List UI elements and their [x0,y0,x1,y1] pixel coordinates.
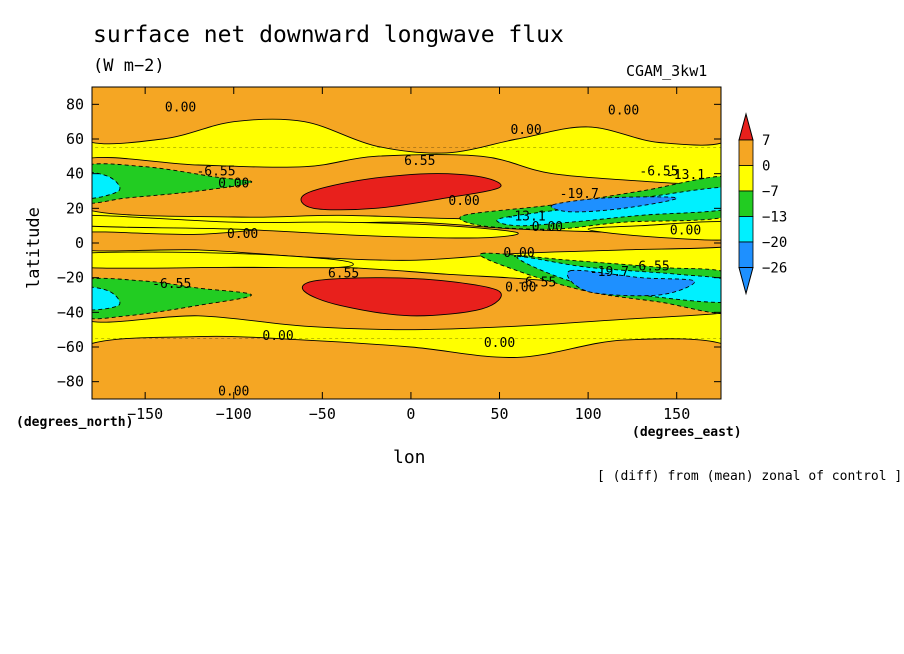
region-red-north [300,173,502,211]
comparison-note: [ (diff) from (mean) zonal of control ] [597,469,903,484]
contour-label: 0.00 [608,104,639,119]
region-yellow-north-eq [92,214,519,239]
region-yellow-south-eq [92,251,354,269]
contour-label: 0.00 [218,177,249,192]
y-tick-label: 20 [66,199,84,217]
x-axis-title: lon [393,447,426,468]
x-tick-label: 100 [575,405,602,423]
colorbar-label: −20 [762,235,787,251]
x-tick-label: 50 [490,405,508,423]
x-tick-label: −50 [309,405,336,423]
colorbar-label: 7 [762,133,770,149]
region-cyan-sw [92,286,121,311]
contour-label: 0.00 [218,385,249,400]
colorbar-arrow-bottom [738,267,754,296]
y-tick-label: −60 [57,338,84,356]
y-axis-unit: (degrees_north) [16,415,134,430]
x-tick-label: −100 [216,405,252,423]
y-tick-label: 40 [66,165,84,183]
region-blue-ne [550,196,678,213]
contour-label: -19.7 [560,187,599,202]
chart-title: surface net downward longwave flux [93,22,564,48]
colorbar-arrow-top [738,112,754,141]
x-axis-unit: (degrees_east) [632,425,742,440]
region-yellow-east-eq [587,221,721,241]
contour-label: 0.00 [227,227,258,242]
y-tick-label: 60 [66,130,84,148]
colorbar-segment [738,216,754,243]
run-label: CGAM_3kw1 [626,62,708,80]
colorbar-segment [738,190,754,217]
colorbar-label: −26 [762,261,787,277]
contour-label: -6.55 [639,164,678,179]
y-tick-label: −20 [57,269,84,287]
contour-label: 0.00 [448,194,479,209]
x-tick-label: 0 [406,405,415,423]
contour-label: 0.00 [510,123,541,138]
contour-label: 6.55 [404,154,435,169]
colorbar-label: 0 [762,159,770,175]
contour-label: -6.55 [631,260,670,275]
contour-label: 0.00 [670,223,701,238]
region-cyan-nw [92,172,121,199]
contour-label: -13.1 [507,209,546,224]
contour-label: -19.7 [590,265,629,280]
contour-label: 6.55 [328,267,359,282]
x-tick-label: 150 [663,405,690,423]
colorbar-segment [738,165,754,192]
region-south-polar-orange [92,335,721,399]
y-tick-label: −40 [57,303,84,321]
colorbar-label: −13 [762,210,787,226]
colorbar-label: −7 [762,184,779,200]
y-tick-label: −80 [57,373,84,391]
chart-units: (W m−2) [93,56,165,76]
contour-label: 0.00 [262,329,293,344]
contour-label: -13.1 [666,168,705,183]
contour-label: 0.00 [503,246,534,261]
contour-label: 0.00 [532,220,563,235]
y-tick-label: 0 [75,234,84,252]
contour-label: -6.55 [517,275,556,290]
contour-label: -6.55 [152,277,191,292]
x-tick-label: −150 [127,405,163,423]
region-blue-se [566,269,695,297]
contour-label: 0.00 [165,100,196,115]
contour-label: 0.00 [505,281,536,296]
y-tick-label: 80 [66,95,84,113]
region-green-sw [92,277,252,320]
colorbar-segment [738,241,754,268]
field-layer: 0.000.000.006.55-6.550.00-6.55-13.1-19.7… [92,87,721,400]
contour-label: 0.00 [484,336,515,351]
region-green-nw [92,163,252,204]
region-north-orange [92,87,721,154]
colorbar-segment [738,139,754,166]
contour-label: -6.55 [196,164,235,179]
region-red-south [301,277,502,317]
